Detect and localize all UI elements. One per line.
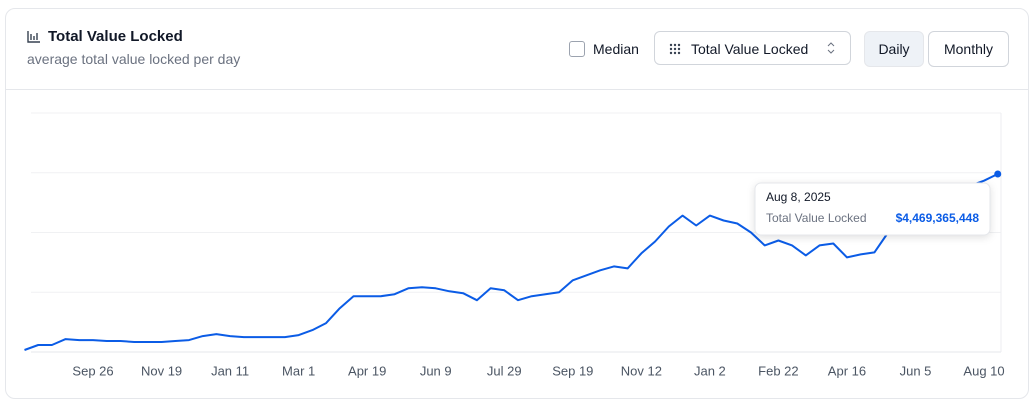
line	[24, 173, 999, 351]
card: Total Value Locked average total value l…	[5, 8, 1029, 399]
median-label[interactable]: Median	[593, 41, 639, 57]
x-tick-label: Jun 5	[900, 363, 932, 378]
x-tick-label: Nov 12	[621, 363, 662, 378]
x-tick-label: Feb 22	[758, 363, 798, 378]
tooltip-label: Total Value Locked	[766, 211, 867, 225]
median-checkbox[interactable]	[569, 41, 585, 57]
x-tick-label: Jun 9	[420, 363, 452, 378]
grid-icon	[669, 43, 681, 55]
end-dot	[994, 170, 1002, 178]
x-tick-label: Jan 2	[694, 363, 726, 378]
chart-icon	[27, 31, 40, 43]
x-tick-label: Sep 19	[552, 363, 593, 378]
tooltip: Aug 8, 2025 Total Value Locked $4,469,365,…	[754, 182, 991, 236]
tooltip-box	[754, 182, 991, 236]
x-tick-label: Jan 11	[211, 363, 249, 378]
x-tick-label: Apr 19	[348, 363, 386, 378]
card-header: Total Value Locked average total value l…	[6, 9, 1028, 90]
x-tick-label: Mar 1	[282, 363, 315, 378]
monthly-button[interactable]: Monthly	[928, 31, 1009, 67]
daily-button[interactable]: Daily	[864, 31, 924, 67]
tooltip-value: $4,469,365,448	[896, 211, 980, 225]
subtitle: average total value locked per day	[27, 51, 241, 67]
x-tick-label: Sep 26	[72, 363, 113, 378]
chevron	[827, 42, 835, 54]
x-tick-label: Apr 16	[828, 363, 866, 378]
title: Total Value Locked	[48, 28, 183, 45]
select-text: Total Value Locked	[691, 41, 809, 57]
x-tick-label: Jul 29	[487, 363, 522, 378]
x-tick-label: Nov 19	[141, 363, 182, 378]
metric-select[interactable]: Total Value Locked	[654, 31, 851, 65]
x-tick-label: Aug 10	[963, 363, 1004, 378]
tooltip-date: Aug 8, 2025	[766, 190, 831, 204]
